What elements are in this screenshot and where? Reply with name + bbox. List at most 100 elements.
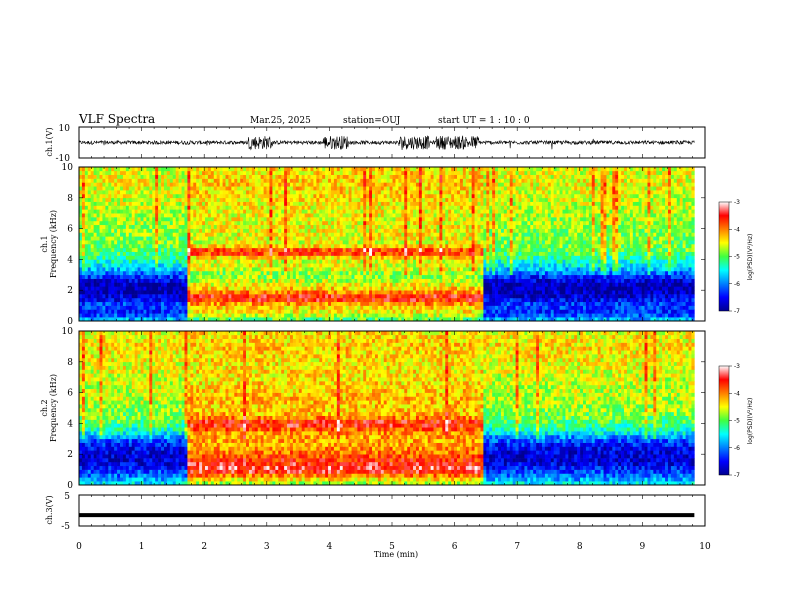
spectrogram-cell	[246, 240, 250, 245]
spectrogram-cell	[424, 282, 428, 287]
spectrogram-cell	[134, 259, 138, 264]
spectrogram-cell	[251, 278, 256, 283]
spectrogram-cell	[202, 274, 206, 279]
spectrogram-cell	[243, 228, 247, 233]
spectrogram-cell	[292, 317, 297, 322]
spectrogram-cell	[383, 167, 387, 172]
spectrogram-cell	[413, 294, 417, 299]
spectrogram-cell	[87, 278, 92, 283]
spectrogram-cell	[310, 182, 314, 187]
spectrogram-cell	[345, 270, 349, 276]
spectrogram-cell	[184, 186, 188, 191]
spectrogram-cell	[228, 220, 232, 226]
spectrogram-cell	[424, 167, 428, 172]
spectrogram-cell	[84, 251, 89, 256]
spectrogram-cell	[392, 301, 396, 306]
spectrogram-cell	[415, 170, 420, 175]
spectrogram-cell	[260, 228, 264, 233]
spectrogram-cell	[117, 201, 121, 206]
spectrogram-cell	[392, 182, 396, 187]
spectrogram-cell	[342, 294, 346, 299]
spectrogram-cell	[287, 167, 291, 172]
spectrogram-cell	[237, 193, 241, 199]
spectrogram-cell	[210, 197, 215, 202]
spectrogram-cell	[237, 317, 241, 322]
spectrogram-cell	[287, 228, 291, 233]
spectrogram-cell	[155, 301, 159, 306]
spectrogram-cell	[79, 232, 83, 237]
spectrogram-cell	[207, 247, 212, 252]
spectrogram-cell	[105, 263, 109, 268]
spectrogram-cell	[433, 290, 437, 295]
spectrogram-cell	[178, 224, 182, 229]
spectrogram-cell	[231, 186, 235, 191]
spectrogram-cell	[216, 270, 220, 276]
spectrogram-cell	[421, 259, 426, 264]
spectrogram-cell	[169, 259, 174, 264]
spectrogram-cell	[246, 317, 250, 322]
spectrogram-cell	[336, 286, 341, 291]
spectrogram-cell	[333, 251, 338, 256]
spectrogram-cell	[240, 228, 244, 233]
spectrogram-cell	[190, 278, 194, 283]
spectrogram-cell	[199, 263, 203, 268]
spectrogram-cell	[175, 217, 179, 222]
spectrogram-cell	[284, 286, 288, 291]
spectrogram-cell	[251, 313, 256, 318]
spectrogram-cell	[287, 309, 291, 314]
spectrogram-cell	[169, 290, 174, 295]
spectrogram-cell	[87, 270, 92, 276]
spectrogram-cell	[166, 174, 171, 179]
spectrogram-cell	[395, 274, 399, 279]
spectrogram-cell	[389, 193, 393, 199]
spectrogram-cell	[117, 224, 121, 229]
spectrogram-cell	[84, 297, 89, 303]
spectrogram-cell	[307, 282, 311, 287]
spectrogram-cell	[319, 317, 323, 322]
spectrogram-cell	[342, 240, 346, 245]
spectrogram-cell	[96, 282, 100, 287]
spectrogram-cell	[383, 178, 387, 183]
spectrogram-cell	[111, 301, 115, 306]
spectrogram-cell	[207, 251, 212, 256]
spectrogram-cell	[240, 236, 244, 241]
spectrogram-cell	[333, 213, 338, 218]
spectrogram-cell	[140, 201, 144, 206]
spectrogram-cell	[339, 220, 344, 226]
spectrogram-cell	[207, 267, 212, 272]
spectrogram-cell	[114, 263, 118, 268]
spectrogram-cell	[111, 213, 115, 218]
spectrogram-cell	[225, 205, 229, 210]
spectrogram-cell	[424, 205, 428, 210]
spectrogram-cell	[172, 167, 176, 172]
spectrogram-cell	[84, 182, 89, 187]
spectrogram-cell	[246, 251, 250, 256]
spectrogram-cell	[190, 251, 194, 256]
spectrogram-cell	[190, 274, 194, 279]
spectrogram-cell	[231, 224, 235, 229]
spectrogram-cell	[348, 209, 352, 214]
spectrogram-cell	[383, 209, 387, 214]
spectrogram-cell	[193, 278, 197, 283]
spectrogram-cell	[260, 224, 264, 229]
spectrogram-cell	[190, 190, 194, 195]
spectrogram-cell	[377, 167, 382, 172]
spectrogram-cell	[125, 224, 130, 229]
spectrogram-cell	[99, 294, 103, 299]
spectrogram-cell	[421, 197, 426, 202]
spectrogram-cell	[172, 236, 176, 241]
spectrogram-cell	[316, 274, 320, 279]
spectrogram-cell	[149, 263, 153, 268]
spectrogram-cell	[410, 197, 414, 202]
spectrogram-cell	[175, 247, 179, 252]
spectrogram-cell	[237, 251, 241, 256]
spectrogram-cell	[369, 270, 373, 276]
spectrogram-cell	[222, 178, 226, 183]
spectrogram-cell	[348, 282, 352, 287]
spectrogram-cell	[155, 209, 159, 214]
spectrogram-cell	[342, 270, 346, 276]
spectrogram-cell	[155, 255, 159, 260]
spectrogram-cell	[319, 286, 323, 291]
spectrogram-cell	[193, 244, 197, 249]
spectrogram-cell	[395, 224, 399, 229]
